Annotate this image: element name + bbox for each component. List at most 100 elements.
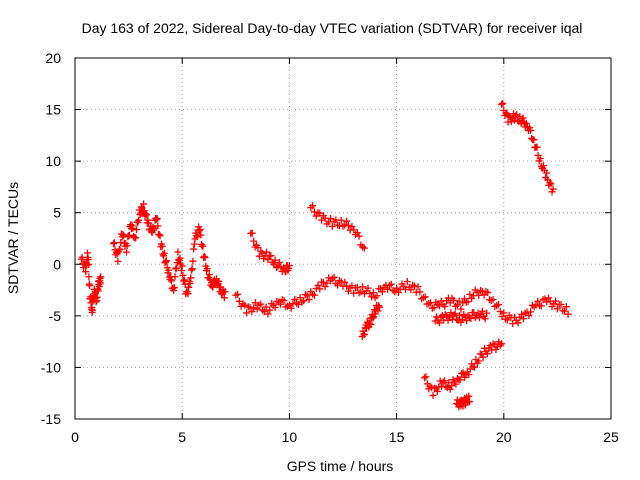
data-point (553, 305, 561, 313)
data-point (316, 285, 324, 293)
data-point (393, 284, 401, 292)
data-point (303, 292, 311, 300)
data-point (172, 265, 180, 273)
data-point (353, 284, 361, 292)
data-point (117, 238, 125, 246)
data-point (422, 373, 430, 381)
data-point (293, 299, 301, 307)
data-point (180, 276, 188, 284)
series-dip-segment (358, 301, 383, 340)
x-tick-labels: 0 5 10 15 20 25 (71, 429, 619, 445)
data-point (360, 244, 368, 252)
data-point (527, 308, 535, 316)
data-point (197, 231, 205, 239)
data-point (285, 262, 293, 270)
data-point (185, 283, 193, 291)
data-point (140, 207, 148, 215)
data-point (365, 319, 373, 327)
data-point (276, 300, 284, 308)
series-late-rise (307, 202, 368, 252)
data-point (441, 302, 449, 310)
series-afternoon-lower (431, 307, 491, 327)
data-points (77, 99, 572, 411)
y-tick-label: 5 (53, 205, 61, 221)
data-point (502, 109, 510, 117)
data-point (165, 266, 173, 274)
data-point (110, 239, 118, 247)
data-point (348, 282, 356, 290)
axis-ticks (74, 57, 612, 420)
data-point (234, 290, 242, 298)
data-point (367, 321, 375, 329)
data-point (178, 262, 186, 270)
data-point (241, 301, 249, 309)
data-point (475, 357, 483, 365)
series-high-track (498, 99, 557, 196)
data-point (348, 223, 356, 231)
data-point (483, 309, 491, 317)
data-point (280, 297, 288, 305)
series-morning-cluster (110, 200, 229, 302)
data-point (355, 232, 363, 240)
data-point (369, 289, 377, 297)
data-point (433, 388, 441, 396)
data-point (467, 314, 475, 322)
data-point (86, 282, 94, 290)
data-point (160, 249, 168, 257)
data-point (543, 298, 551, 306)
data-point (250, 237, 258, 245)
data-point (499, 99, 507, 107)
data-point (248, 308, 256, 316)
data-point (334, 281, 342, 289)
y-tick-labels: -15 -10 -5 0 5 10 15 20 (41, 50, 61, 427)
data-point (162, 257, 170, 265)
data-point (533, 143, 541, 151)
data-point (375, 302, 383, 310)
data-point (451, 310, 459, 318)
data-point (260, 308, 268, 316)
data-point (174, 248, 182, 256)
data-point (480, 291, 488, 299)
data-point (498, 100, 506, 108)
data-point (156, 232, 164, 240)
data-point (187, 266, 195, 274)
data-point (181, 280, 189, 288)
data-point (187, 274, 195, 282)
data-point (159, 250, 167, 258)
data-point (140, 200, 148, 208)
data-point (374, 307, 382, 315)
data-point (85, 273, 93, 281)
data-point (435, 319, 443, 327)
data-point (89, 306, 97, 314)
data-point (263, 248, 271, 256)
data-point (539, 162, 547, 170)
data-point (446, 299, 454, 307)
data-point (500, 309, 508, 317)
data-point (378, 288, 386, 296)
data-point (421, 293, 429, 301)
series-low-track (420, 338, 506, 399)
data-point (350, 226, 358, 234)
data-point (125, 231, 133, 239)
data-point (221, 288, 229, 296)
data-point (462, 298, 470, 306)
data-point (537, 302, 545, 310)
data-point (403, 278, 411, 286)
data-point (273, 264, 281, 272)
data-point (344, 221, 352, 229)
data-point (318, 216, 326, 224)
data-point (561, 307, 569, 315)
data-point (271, 303, 279, 311)
data-point (420, 374, 428, 382)
data-point (482, 287, 490, 295)
y-tick-label: 0 (53, 256, 61, 272)
data-point (498, 340, 506, 348)
data-point (330, 273, 338, 281)
data-point (547, 180, 555, 188)
data-point (259, 306, 267, 314)
data-point (337, 216, 345, 224)
data-point (162, 258, 170, 266)
data-point (387, 280, 395, 288)
data-point (323, 279, 331, 287)
